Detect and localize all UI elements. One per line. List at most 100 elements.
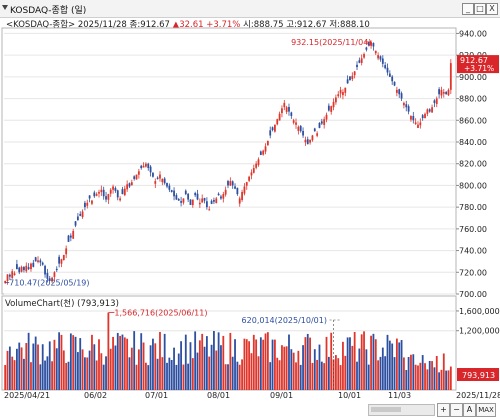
candle-body [419, 122, 422, 126]
candle-body [435, 98, 438, 104]
volume-bar [346, 337, 349, 390]
candle-body [194, 193, 197, 196]
volume-bar [8, 346, 11, 390]
candle-body [154, 181, 157, 184]
volume-bar [330, 332, 333, 390]
volume-bar [433, 367, 436, 390]
candle-body [351, 75, 354, 80]
candle-body [84, 202, 86, 208]
candle-body [384, 65, 387, 69]
volume-bar [442, 353, 445, 390]
volume-bar [170, 360, 173, 390]
maximize-button[interactable]: □ [474, 3, 486, 15]
candle-body [215, 198, 218, 204]
volume-bar [302, 345, 304, 390]
candle-body [400, 93, 403, 99]
volume-bar [243, 338, 246, 390]
candle-body [196, 193, 199, 200]
candle-body [449, 63, 452, 90]
candle-body [173, 190, 175, 197]
volume-bar [276, 357, 279, 390]
volume-bar [313, 349, 316, 390]
candle-body [327, 105, 330, 111]
volume-bar [74, 336, 77, 390]
candle-body [299, 125, 302, 132]
candle-body [398, 89, 401, 95]
candle-body [381, 58, 384, 64]
volume-bar [229, 332, 232, 390]
candle-body [11, 271, 14, 279]
volume-bar [449, 366, 452, 390]
volume-bar [205, 336, 208, 390]
volume-bar [309, 337, 311, 390]
volume-bar [67, 361, 70, 390]
volume-mid-annotation: 620,014(2025/10/01) [242, 316, 327, 325]
volume-bar [367, 364, 370, 390]
volume-bar [410, 354, 412, 390]
max-button[interactable]: MAX [476, 403, 496, 417]
candle-body [205, 201, 208, 208]
candle-body [236, 187, 239, 195]
volume-bar [414, 364, 417, 390]
volume-bar [393, 357, 396, 390]
volume-bar [109, 348, 112, 390]
collapse-icon[interactable] [2, 5, 8, 10]
candle-body [229, 181, 232, 186]
volume-bar [349, 337, 351, 390]
volume-bar [325, 336, 328, 390]
scroll-thumb[interactable] [371, 407, 401, 412]
zoom-in-button[interactable]: + [437, 403, 450, 417]
volume-bar [386, 334, 389, 390]
price-tick-label: 940.00 [459, 29, 487, 38]
candle-body [74, 221, 77, 226]
candle-body [123, 188, 126, 196]
volume-bar [318, 344, 321, 390]
date-label: 2025/11/28 [456, 391, 500, 400]
volume-bar [159, 331, 161, 390]
minimize-button[interactable]: _ [462, 3, 474, 15]
volume-bar [311, 362, 314, 390]
candle-body [55, 268, 58, 271]
zoom-out-button[interactable]: − [450, 403, 463, 417]
chart-scrollbar[interactable] [368, 404, 435, 416]
reset-button[interactable]: A [463, 403, 476, 417]
volume-bar [84, 357, 86, 390]
candle-body [243, 186, 246, 194]
candle-body [337, 94, 340, 97]
candle-body [445, 91, 448, 95]
candle-body [248, 176, 251, 181]
volume-bar [180, 341, 182, 390]
volume-bar [198, 340, 201, 390]
volume-badge [457, 368, 499, 381]
candle-body [203, 198, 206, 201]
candle-body [320, 121, 323, 124]
price-tick-label: 880.00 [459, 95, 487, 104]
volume-bar [419, 362, 422, 390]
volume-bar [203, 346, 206, 390]
volume-bar [252, 334, 255, 390]
candle-body [238, 198, 241, 204]
candle-body [278, 113, 281, 121]
candle-body [93, 192, 96, 197]
volume-bar [217, 332, 220, 390]
volume-bar [213, 330, 215, 390]
candle-body [191, 199, 194, 206]
volume-bar [304, 337, 307, 390]
volume-bar [400, 340, 403, 390]
volume-bar [34, 336, 37, 390]
candle-body [147, 163, 150, 169]
candle-body [81, 211, 84, 218]
candle-body [105, 196, 107, 200]
volume-bar [255, 339, 258, 390]
candle-body [306, 139, 309, 145]
volume-bar [428, 360, 431, 390]
candle-body [142, 165, 145, 168]
close-button[interactable]: X [486, 3, 498, 15]
volume-bar [248, 341, 251, 390]
volume-bar [41, 344, 44, 390]
price-chart[interactable]: 700.00 720.00 740.00 760.00 780.00 800.00 820.… [0, 0, 500, 392]
candle-body [281, 108, 283, 114]
volume-bar [177, 353, 180, 390]
candle-body [58, 256, 61, 264]
candle-body [137, 171, 140, 175]
